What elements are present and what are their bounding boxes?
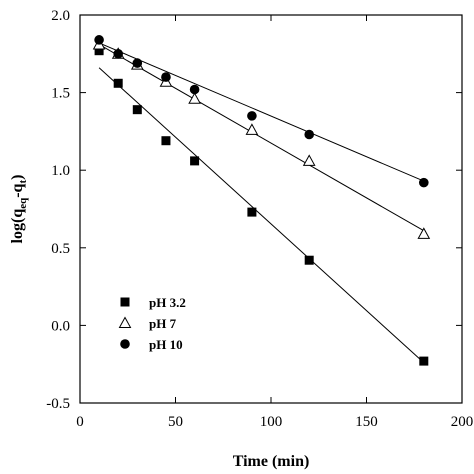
fit-line: [98, 44, 425, 232]
y-tick-label: 1.5: [51, 86, 70, 102]
data-point: [189, 84, 200, 95]
data-point: [417, 227, 431, 239]
y-tick-label: -0.5: [46, 396, 70, 412]
data-point: [247, 207, 257, 217]
y-axis-title-subscript: eq: [17, 197, 29, 209]
y-tick-label: 2.0: [51, 8, 70, 24]
data-point: [419, 356, 429, 366]
y-tick-label: 0.0: [51, 318, 70, 334]
legend-label: pH 10: [149, 337, 183, 352]
data-point: [190, 156, 200, 166]
fit-line: [98, 42, 424, 182]
x-tick-label: 50: [168, 414, 183, 430]
data-point: [304, 129, 315, 140]
data-point: [113, 78, 123, 88]
legend-label: pH 3.2: [149, 295, 186, 310]
y-axis-title-subscript: t: [17, 180, 29, 184]
fit-lines: [98, 42, 425, 364]
x-tick-label: 0: [76, 414, 84, 430]
y-axis-title-part: -q: [9, 183, 26, 197]
x-tick-label: 150: [355, 414, 378, 430]
legend-marker: [120, 339, 130, 349]
x-axis-title: Time (min): [233, 453, 310, 470]
data-point: [161, 72, 171, 82]
data-point: [94, 46, 104, 56]
axis-ticks: [79, 14, 463, 404]
data-point: [188, 92, 201, 104]
axis-tick-labels: 0 50 100 150 200 -0.5 0.0 0.5 1.0 1.5 2.0: [46, 8, 473, 430]
y-axis-title-part: log(q: [9, 209, 26, 244]
data-point: [161, 136, 171, 146]
y-tick-label: 0.5: [51, 241, 70, 257]
data-point: [419, 177, 429, 188]
data-point: [247, 111, 257, 121]
y-axis-title-part: ): [9, 175, 26, 180]
x-tick-label: 100: [260, 414, 283, 430]
data-point: [245, 123, 259, 135]
legend-marker: [118, 316, 132, 328]
legend-marker: [120, 297, 130, 307]
data-point: [304, 255, 314, 265]
fit-line: [98, 67, 425, 364]
x-tick-label: 200: [451, 414, 474, 430]
data-point: [132, 58, 143, 68]
y-axis-title: log(qeq-qt): [9, 175, 29, 244]
legend-label: pH 7: [149, 316, 177, 331]
y-tick-label: 1.0: [51, 163, 70, 179]
data-markers: [92, 35, 431, 366]
data-point: [113, 49, 123, 59]
data-point: [132, 105, 142, 115]
data-point: [302, 154, 316, 166]
legend: pH 3.2 pH 7 pH 10: [118, 295, 186, 352]
data-point: [94, 35, 104, 45]
